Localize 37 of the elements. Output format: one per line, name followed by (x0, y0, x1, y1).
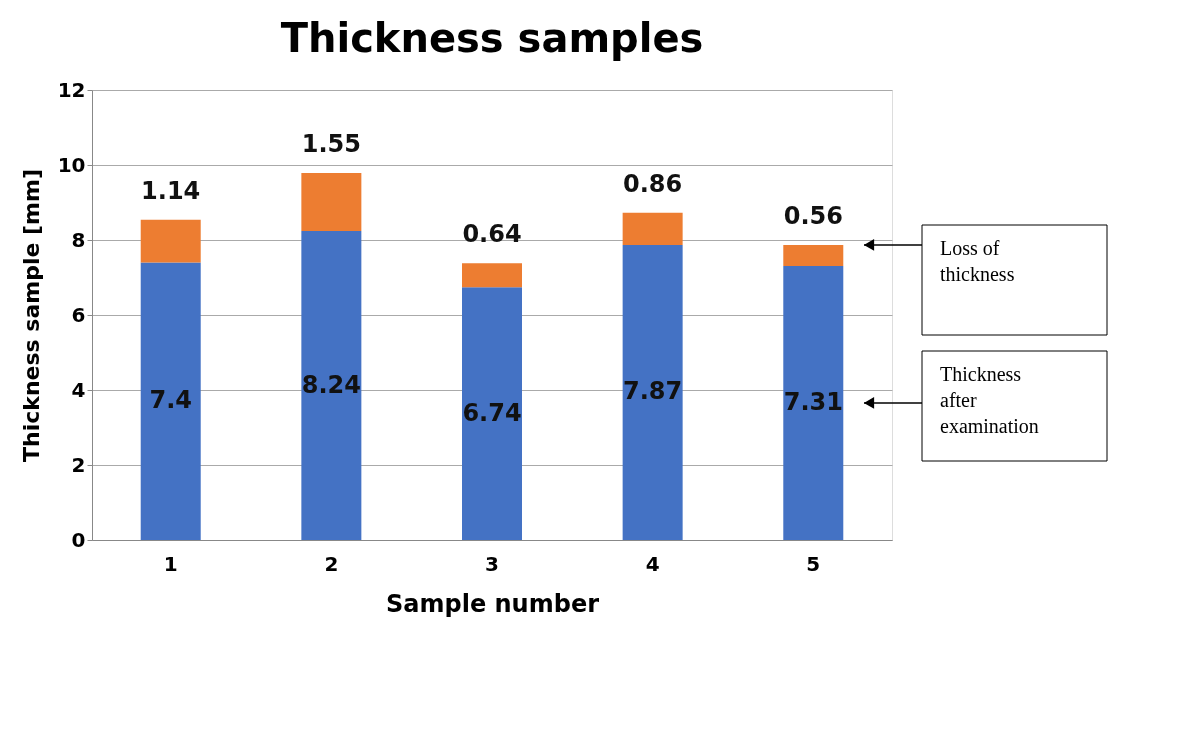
data-label: 0.86 (623, 169, 683, 198)
bar (462, 263, 522, 288)
data-label: 7.4 (149, 386, 192, 415)
text: Thickness after examination (940, 363, 1039, 437)
y-tick-label: 0 (71, 527, 86, 552)
data-label: 7.31 (783, 387, 843, 416)
y-axis-title: Thickness sample [mm] (18, 168, 44, 463)
text: Loss of thickness (940, 237, 1015, 285)
x-tick-label: 1 (163, 551, 178, 576)
x-tick-label: 5 (806, 551, 821, 576)
y-tick-label: 2 (71, 452, 86, 477)
data-label: 1.14 (141, 176, 201, 205)
chart-title: Thickness samples (280, 15, 704, 61)
bar (140, 262, 201, 540)
data-label: 0.56 (783, 201, 843, 230)
bar (622, 244, 683, 540)
bar (783, 244, 844, 266)
bar (301, 231, 362, 540)
bar (140, 219, 201, 263)
x-tick-label: 2 (324, 551, 339, 576)
data-label: 8.24 (301, 370, 361, 399)
y-tick-label: 10 (57, 152, 86, 177)
data-label: 1.55 (301, 129, 361, 158)
y-tick-label: 12 (57, 77, 86, 102)
x-tick-label: 4 (645, 551, 660, 576)
data-label: 6.74 (462, 398, 522, 427)
bar (462, 287, 522, 540)
bar (783, 265, 844, 540)
bar (301, 172, 362, 231)
bar (622, 212, 683, 245)
data-label: 0.64 (462, 220, 522, 249)
y-tick-label: 8 (71, 227, 86, 252)
x-axis-title: Sample number (386, 589, 600, 618)
y-tick-label: 4 (71, 377, 86, 402)
data-label: 7.87 (623, 377, 683, 406)
y-tick-label: 6 (71, 302, 86, 327)
x-tick-label: 3 (485, 551, 499, 576)
